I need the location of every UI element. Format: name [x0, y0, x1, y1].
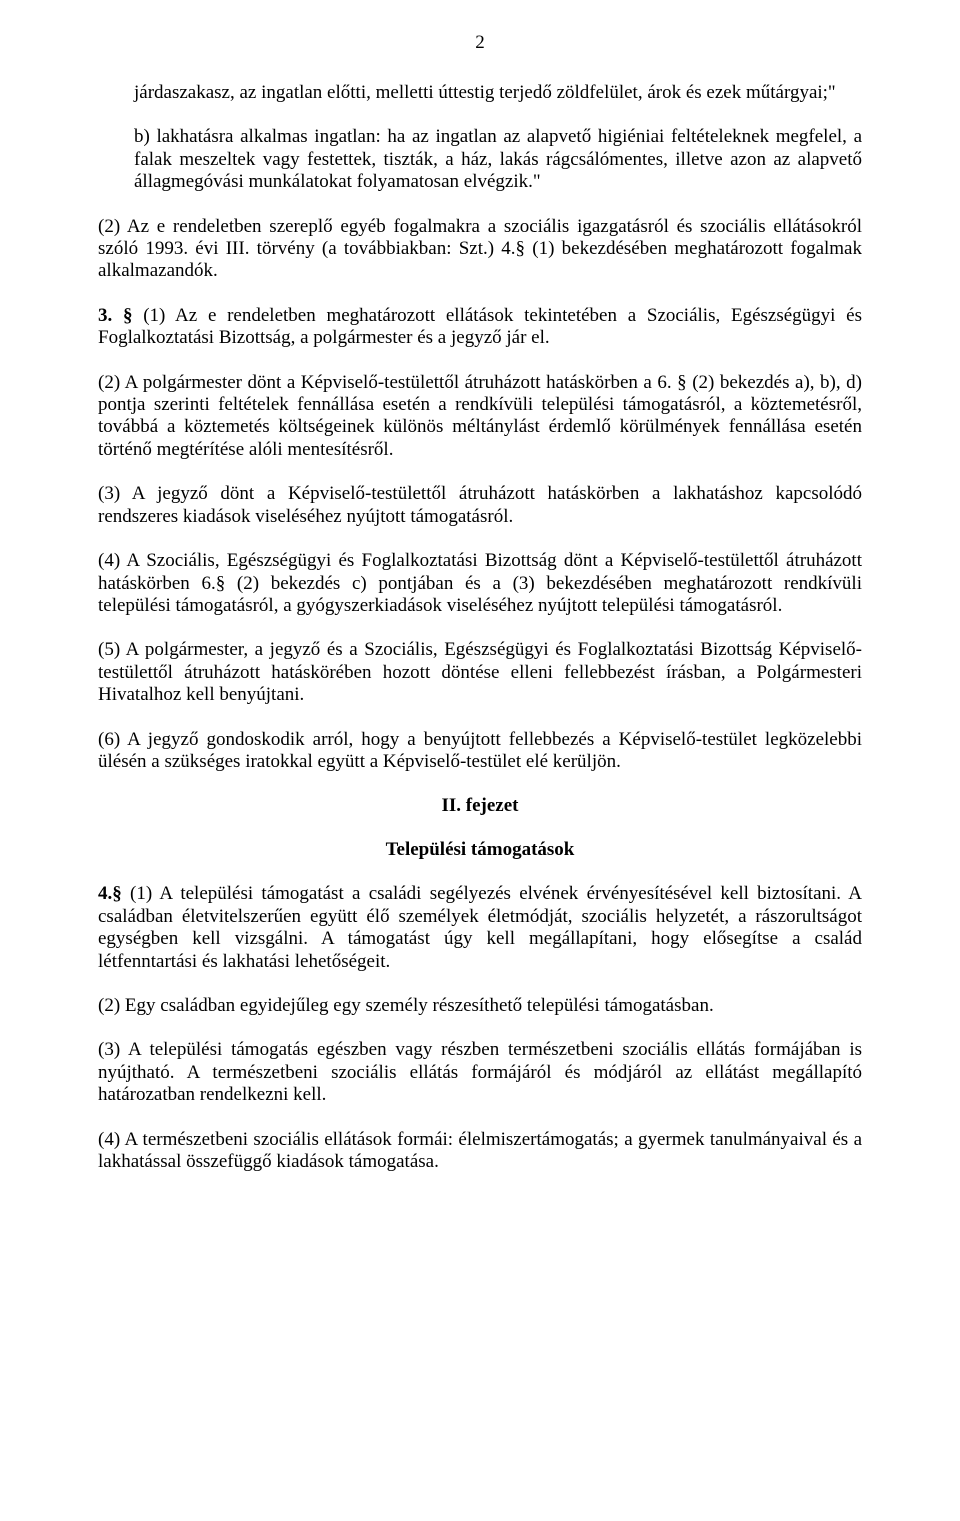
chapter-subtitle: Települési támogatások	[98, 839, 862, 861]
paragraph-13: (4) A természetbeni szociális ellátások …	[98, 1129, 862, 1174]
paragraph-10-body: (1) A települési támogatást a családi se…	[98, 883, 862, 971]
paragraph-10: 4.§ (1) A települési támogatást a család…	[98, 883, 862, 973]
paragraph-2: b) lakhatásra alkalmas ingatlan: ha az i…	[98, 126, 862, 193]
paragraph-8: (5) A polgármester, a jegyző és a Szociá…	[98, 639, 862, 706]
section-3-lead: 3. §	[98, 305, 132, 326]
paragraph-12: (3) A települési támogatás egészben vagy…	[98, 1039, 862, 1106]
section-4-lead: 4.§	[98, 883, 122, 904]
chapter-heading: II. fejezet	[98, 795, 862, 817]
paragraph-9: (6) A jegyző gondoskodik arról, hogy a b…	[98, 729, 862, 774]
page-number: 2	[98, 32, 862, 54]
paragraph-4: 3. § (1) Az e rendeletben meghatározott …	[98, 305, 862, 350]
paragraph-7: (4) A Szociális, Egészségügyi és Foglalk…	[98, 550, 862, 617]
document-page: 2 járdaszakasz, az ingatlan előtti, mell…	[0, 0, 960, 1235]
paragraph-6: (3) A jegyző dönt a Képviselő-testülettő…	[98, 483, 862, 528]
paragraph-3: (2) Az e rendeletben szereplő egyéb foga…	[98, 216, 862, 283]
paragraph-5: (2) A polgármester dönt a Képviselő-test…	[98, 372, 862, 462]
paragraph-11: (2) Egy családban egyidejűleg egy személ…	[98, 995, 862, 1017]
paragraph-1: járdaszakasz, az ingatlan előtti, mellet…	[98, 82, 862, 104]
paragraph-4-body: (1) Az e rendeletben meghatározott ellát…	[98, 305, 862, 348]
